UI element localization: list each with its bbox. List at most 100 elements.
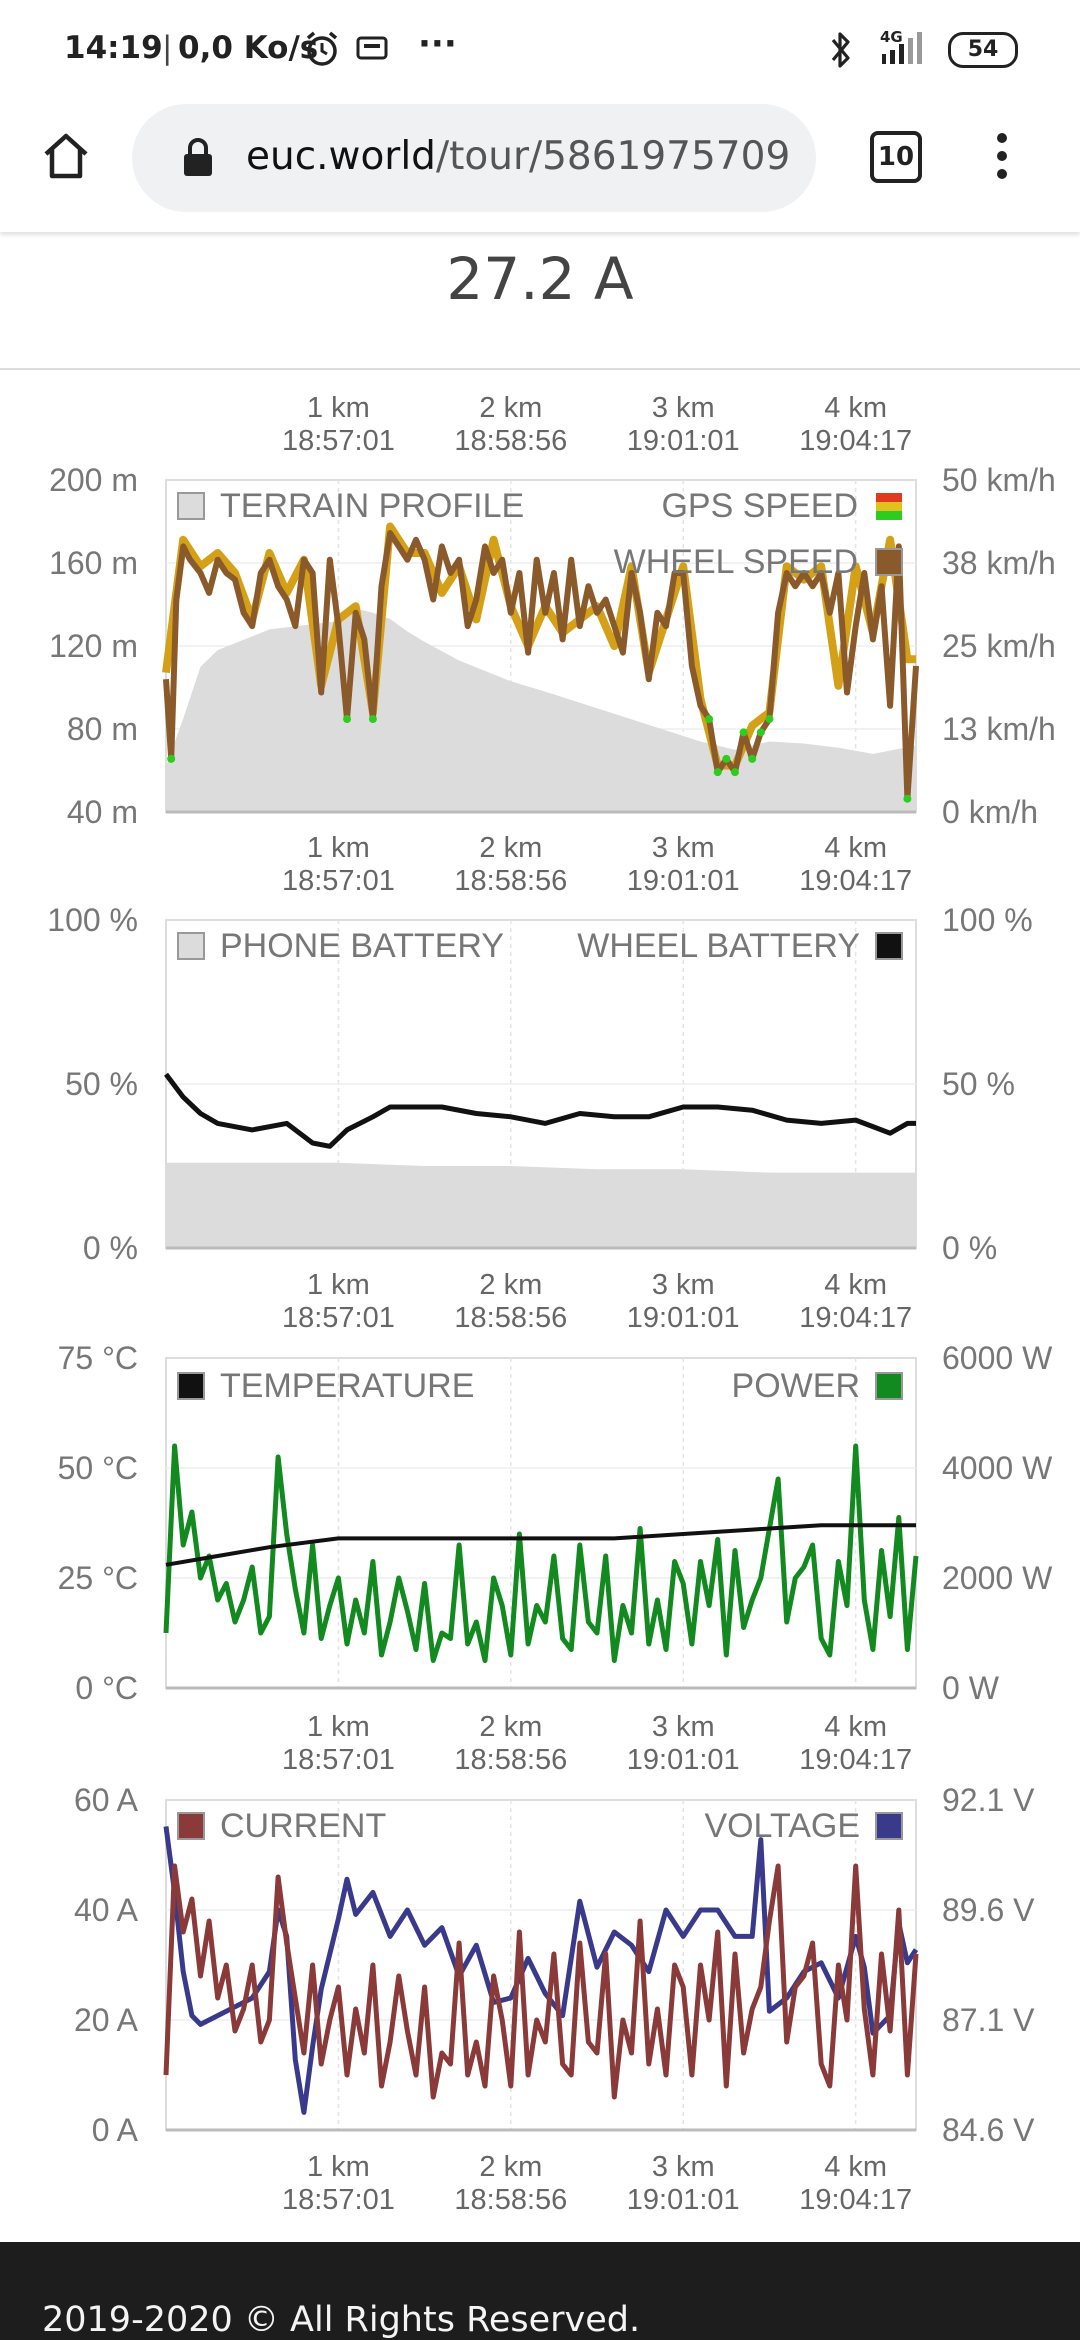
current-line <box>163 1863 919 2100</box>
battery-chart-bottom-time-label-2: 18:58:56 <box>454 1302 567 1334</box>
gps-speed-low-marker <box>722 754 731 763</box>
tab-switcher-button[interactable]: 10 <box>870 131 922 183</box>
terrain-profile-legend: TERRAIN PROFILE <box>220 487 524 525</box>
gps-speed-low-marker <box>739 728 748 737</box>
battery-chart-bottom-km-label-4: 4 km <box>824 1269 887 1301</box>
overflow-menu-icon[interactable] <box>990 130 1014 182</box>
status-bar: 14:19 | 0,0 Ko/s ··· 4G 54 <box>0 0 1080 100</box>
status-more-icon: ··· <box>418 24 457 64</box>
temp-chart-left-tick-1: 50 °C <box>58 1450 138 1486</box>
temp-chart-bottom-km-label-1: 1 km <box>307 1711 370 1743</box>
battery-chart-bottom-km-label-2: 2 km <box>479 1269 542 1301</box>
phone-battery-legend: PHONE BATTERY <box>220 927 504 965</box>
page-footer: 2019-2020 © All Rights Reserved. <box>0 2242 1080 2340</box>
current-chart-plot-area <box>165 1799 917 2131</box>
speed-chart-top-time-label-3: 19:01:01 <box>627 425 740 457</box>
temp-chart-bottom-km-label-2: 2 km <box>479 1711 542 1743</box>
home-icon[interactable] <box>40 130 92 182</box>
speed-chart-top-km-label-4: 4 km <box>824 392 887 424</box>
current-chart-bottom-km-label-1: 1 km <box>307 2151 370 2183</box>
speed-chart-bottom-km-label-1: 1 km <box>307 832 370 864</box>
gps-speed-low-marker <box>748 754 757 763</box>
speed-chart-bottom-km-label-4: 4 km <box>824 832 887 864</box>
current-chart-left-tick-1: 40 A <box>74 1892 139 1928</box>
battery-chart-bottom-time-label-1: 18:57:01 <box>282 1302 395 1334</box>
copyright-text: 2019-2020 © All Rights Reserved. <box>42 2300 641 2340</box>
temp-chart-bottom-km-label-4: 4 km <box>824 1711 887 1743</box>
status-divider: | <box>162 30 173 66</box>
wheel-speed-legend: WHEEL SPEED <box>614 543 858 581</box>
gps-speed-low-marker <box>765 715 774 724</box>
battery-chart-right-tick-2: 0 % <box>942 1230 997 1266</box>
speed-chart-right-tick-4: 0 km/h <box>942 794 1038 830</box>
gps-speed-low-marker <box>756 728 765 737</box>
speed-chart-right-tick-3: 13 km/h <box>942 711 1056 747</box>
power-line <box>163 1443 919 1663</box>
speed-chart-bottom-time-label-3: 19:01:01 <box>627 865 740 897</box>
battery-chart-bottom-time-label-3: 19:01:01 <box>627 1302 740 1334</box>
gps-speed-low-marker <box>730 768 739 777</box>
current-chart-right-tick-2: 87.1 V <box>942 2002 1035 2038</box>
current-chart-bottom-km-label-4: 4 km <box>824 2151 887 2183</box>
speed-chart-top-time-label-1: 18:57:01 <box>282 425 395 457</box>
bluetooth-icon <box>831 32 850 68</box>
gps-speed-low-marker <box>167 754 176 763</box>
status-time: 14:19 <box>64 30 163 66</box>
gps-speed-low-marker <box>713 768 722 777</box>
terrain-profile-swatch <box>177 492 205 520</box>
speed-chart-bottom-time-label-2: 18:58:56 <box>454 865 567 897</box>
current-value-readout: 27.2 A <box>446 245 634 313</box>
gps-speed-low-marker <box>903 794 912 803</box>
voltage-swatch <box>875 1812 903 1840</box>
sim-card-icon <box>356 36 388 60</box>
temp-chart-right-tick-3: 0 W <box>942 1670 1000 1706</box>
wheel-battery-swatch <box>875 932 903 960</box>
temp-chart-left-tick-3: 0 °C <box>75 1670 138 1706</box>
wheel-speed-line <box>163 530 919 802</box>
temp-chart-right-tick-2: 2000 W <box>942 1560 1053 1596</box>
current-chart-left-tick-3: 0 A <box>92 2112 139 2148</box>
temp-chart-bottom-km-label-3: 3 km <box>652 1711 715 1743</box>
speed-chart-top-time-label-2: 18:58:56 <box>454 425 567 457</box>
gps-speed-swatch-band-0 <box>876 493 902 502</box>
current-chart-left-tick-2: 20 A <box>74 2002 139 2038</box>
network-type-label: 4G <box>880 28 903 46</box>
address-bar[interactable] <box>132 104 816 212</box>
speed-chart-right-tick-0: 50 km/h <box>942 462 1056 498</box>
voltage-legend: VOLTAGE <box>704 1807 860 1845</box>
speed-chart-left-tick-1: 160 m <box>49 545 138 581</box>
speed-chart-top-km-label-2: 2 km <box>479 392 542 424</box>
current-chart-right-tick-0: 92.1 V <box>942 1782 1035 1818</box>
gps-speed-swatch <box>876 493 902 520</box>
speed-chart-left-tick-0: 200 m <box>49 462 138 498</box>
temp-chart-bottom-time-label-2: 18:58:56 <box>454 1744 567 1776</box>
speed-chart-bottom-time-label-4: 19:04:17 <box>799 865 912 897</box>
speed-chart-left-tick-3: 80 m <box>67 711 138 747</box>
tab-count-label: 10 <box>877 142 915 172</box>
temp-chart-left-tick-0: 75 °C <box>58 1340 138 1376</box>
battery-chart-left-tick-2: 0 % <box>83 1230 138 1266</box>
battery-chart-bottom-km-label-3: 3 km <box>652 1269 715 1301</box>
status-network-speed: 0,0 Ko/s <box>178 30 319 66</box>
current-chart-bottom-km-label-2: 2 km <box>479 2151 542 2183</box>
speed-chart-left-tick-4: 40 m <box>67 794 138 830</box>
temperature-line <box>165 1523 916 1567</box>
battery-level: 54 <box>967 37 999 62</box>
current-chart-right-tick-3: 84.6 V <box>942 2112 1035 2148</box>
current-swatch <box>177 1812 205 1840</box>
wheel-speed-swatch <box>875 548 903 576</box>
current-chart-bottom-time-label-1: 18:57:01 <box>282 2184 395 2216</box>
temp-chart-right-tick-1: 4000 W <box>942 1450 1053 1486</box>
battery-chart-right-tick-1: 50 % <box>942 1066 1015 1102</box>
temp-chart-bottom-time-label-3: 19:01:01 <box>627 1744 740 1776</box>
temperature-swatch <box>177 1372 205 1400</box>
gps-speed-low-marker <box>368 715 377 724</box>
power-legend: POWER <box>732 1367 860 1405</box>
wheel-battery-line <box>164 1072 916 1149</box>
temperature-legend: TEMPERATURE <box>220 1367 474 1405</box>
speed-chart-right-tick-1: 38 km/h <box>942 545 1056 581</box>
speed-chart-bottom-km-label-3: 3 km <box>652 832 715 864</box>
speed-chart-top-km-label-3: 3 km <box>652 392 715 424</box>
alarm-icon <box>306 31 338 66</box>
